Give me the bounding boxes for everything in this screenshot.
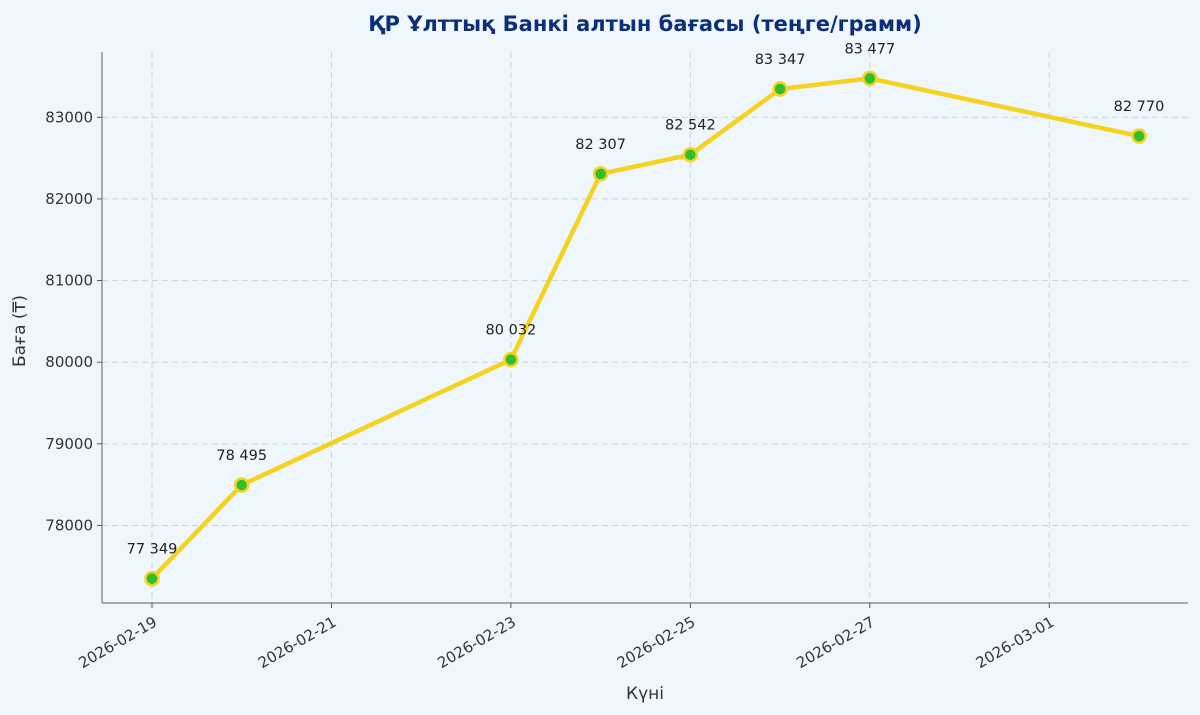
data-point bbox=[233, 477, 250, 493]
data-label: 82 307 bbox=[575, 137, 626, 153]
data-label: 83 477 bbox=[844, 41, 895, 57]
data-label: 78 495 bbox=[216, 448, 267, 464]
series-line bbox=[149, 76, 1142, 581]
x-axis-label: Күні bbox=[626, 684, 664, 704]
data-point bbox=[772, 81, 788, 97]
y-tick-label: 79000 bbox=[45, 435, 93, 453]
y-axis-ticks: 78000 79000 80000 81000 82000 83000 bbox=[45, 108, 102, 534]
y-tick-label: 81000 bbox=[45, 272, 93, 290]
data-label: 82 542 bbox=[665, 118, 716, 134]
y-tick-label: 82000 bbox=[45, 190, 93, 208]
y-tick-label: 83000 bbox=[45, 108, 93, 126]
data-point bbox=[1131, 128, 1147, 144]
y-tick-label: 78000 bbox=[45, 516, 93, 534]
y-axis-label: Баға (₸) bbox=[10, 295, 30, 367]
y-tick-label: 80000 bbox=[45, 353, 93, 371]
data-point bbox=[503, 351, 519, 368]
data-point bbox=[682, 146, 699, 163]
data-point bbox=[592, 166, 609, 182]
axes bbox=[101, 52, 1188, 604]
data-point bbox=[862, 70, 878, 87]
series-layer: 77 349 78 495 80 032 82 307 82 542 83 347 83 4… bbox=[127, 41, 1165, 587]
data-label: 82 770 bbox=[1114, 99, 1165, 115]
data-point bbox=[144, 570, 160, 587]
data-label: 77 349 bbox=[127, 542, 178, 558]
grid bbox=[102, 52, 1188, 603]
chart-title: ҚР Ұлттық Банкі алтын бағасы (теңге/грам… bbox=[368, 12, 922, 36]
data-label: 80 032 bbox=[486, 323, 537, 339]
data-label: 83 347 bbox=[755, 52, 806, 68]
